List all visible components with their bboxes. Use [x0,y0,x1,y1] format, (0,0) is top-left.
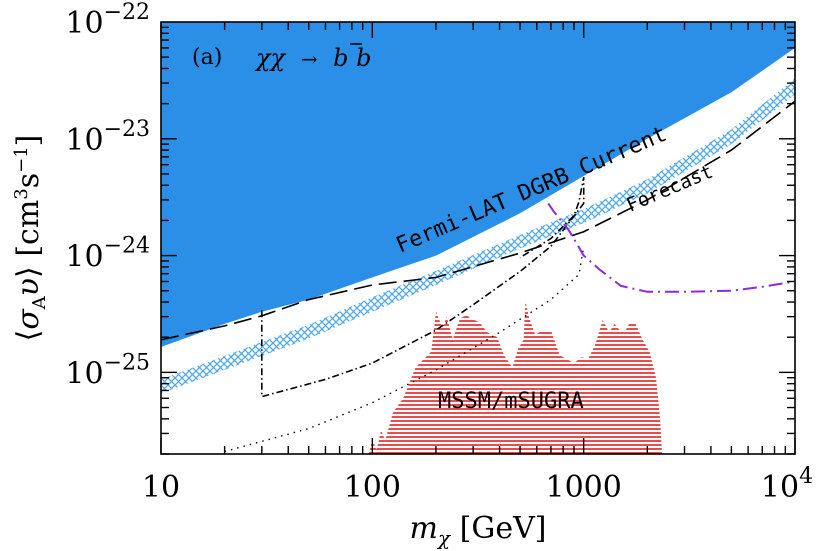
long-dashed-line [161,100,795,341]
x-axis-main: m [410,511,438,546]
forecast-band [161,78,795,394]
mssm-msugra-region [368,300,663,454]
y-tick-label: 10−25 [65,350,150,391]
y-tick-base: 10 [65,6,103,41]
mssm-label: MSSM/mSUGRA [438,389,584,414]
y-unit-c: ] [11,135,46,147]
y-unit-a: [cm [11,200,46,267]
current-exclusion-region [161,22,795,347]
y-sub: A [29,295,50,310]
x-tick-label: 10 [142,470,180,505]
panel-label: (a) [192,45,222,70]
y-tick-base: 10 [65,356,103,391]
y-tick-exp: −23 [104,117,150,142]
y-tick-base: 10 [65,123,103,158]
plot-frame [160,21,796,455]
channel-b: b [333,44,348,72]
dotted-line [224,246,585,453]
x-tick-label: 1000 [545,470,621,505]
channel-prefix: χχ [254,44,287,72]
y-sigma: σ [11,308,46,330]
y-axis-title: ⟨σAυ⟩ [cm3s−1] [11,135,50,342]
x-tick-label: 104 [761,464,813,505]
channel-bbar: b [356,44,371,72]
y-unit-b: s [11,173,46,188]
y-v: υ [11,278,46,296]
y-tick-exp: −25 [104,350,150,375]
y-tick-exp: −22 [104,0,150,25]
x-axis-title: mχ [GeV] [410,511,547,550]
x-tick-exp: 4 [799,464,813,489]
y-tick-label: 10−22 [65,0,150,41]
y-open: ⟨ [11,330,46,342]
channel-arrow: → [301,47,318,71]
y-tick-label: 10−23 [65,117,150,158]
y-supm1: −1 [11,146,32,173]
purple-dash-dot-line [547,202,795,293]
y-tick-exp: −24 [104,234,150,259]
y-sup3: 3 [11,188,32,199]
channel-label: χχ → b b [254,44,372,72]
y-close: ⟩ [11,266,46,278]
x-tick-label: 100 [344,470,401,505]
y-tick-label: 10−24 [65,234,150,275]
dash-dot-line [261,176,585,398]
x-axis-sub: χ [436,526,452,550]
y-tick-base: 10 [65,240,103,275]
x-axis-unit: [GeV] [450,511,546,546]
x-tick-base: 10 [761,470,799,505]
panel-annotation: (a) χχ → b b [192,43,372,72]
